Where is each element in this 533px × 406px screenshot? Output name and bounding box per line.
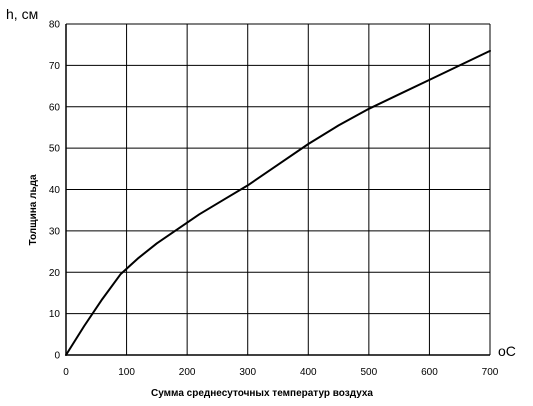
x-tick-label: 500 (361, 367, 378, 378)
x-tick-label: 0 (63, 367, 69, 378)
x-tick-label: 700 (482, 367, 499, 378)
y-tick-label: 0 (54, 351, 60, 362)
y-tick-label: 60 (49, 102, 61, 113)
y-tick-label: 30 (49, 226, 61, 237)
x-tick-label: 600 (421, 367, 438, 378)
y-tick-label: 20 (49, 268, 61, 279)
ice-thickness-line (65, 49, 491, 356)
y-tick-label: 40 (49, 185, 61, 196)
y-axis-title: Толщина льда (28, 174, 39, 246)
y-tick-label: 70 (49, 61, 61, 72)
x-tick-label: 400 (300, 367, 317, 378)
x-axis-title: Сумма среднесуточных температур воздуха (151, 388, 373, 399)
x-tick-label: 200 (179, 367, 196, 378)
y-tick-label: 50 (49, 144, 61, 155)
series-layer (65, 49, 491, 356)
y-tick-label: 10 (49, 309, 61, 320)
y-tick-label: 80 (49, 20, 61, 31)
axes (65, 24, 490, 356)
x-tick-label: 300 (239, 367, 256, 378)
x-unit-label: oC (498, 343, 516, 359)
grid (65, 23, 491, 356)
y-unit-label: h, см (6, 6, 38, 22)
x-tick-label: 100 (118, 367, 135, 378)
tick-labels: 0 100 200 300 400 500 600 700 0 10 20 30 40 50 60 70 80 (49, 20, 499, 379)
